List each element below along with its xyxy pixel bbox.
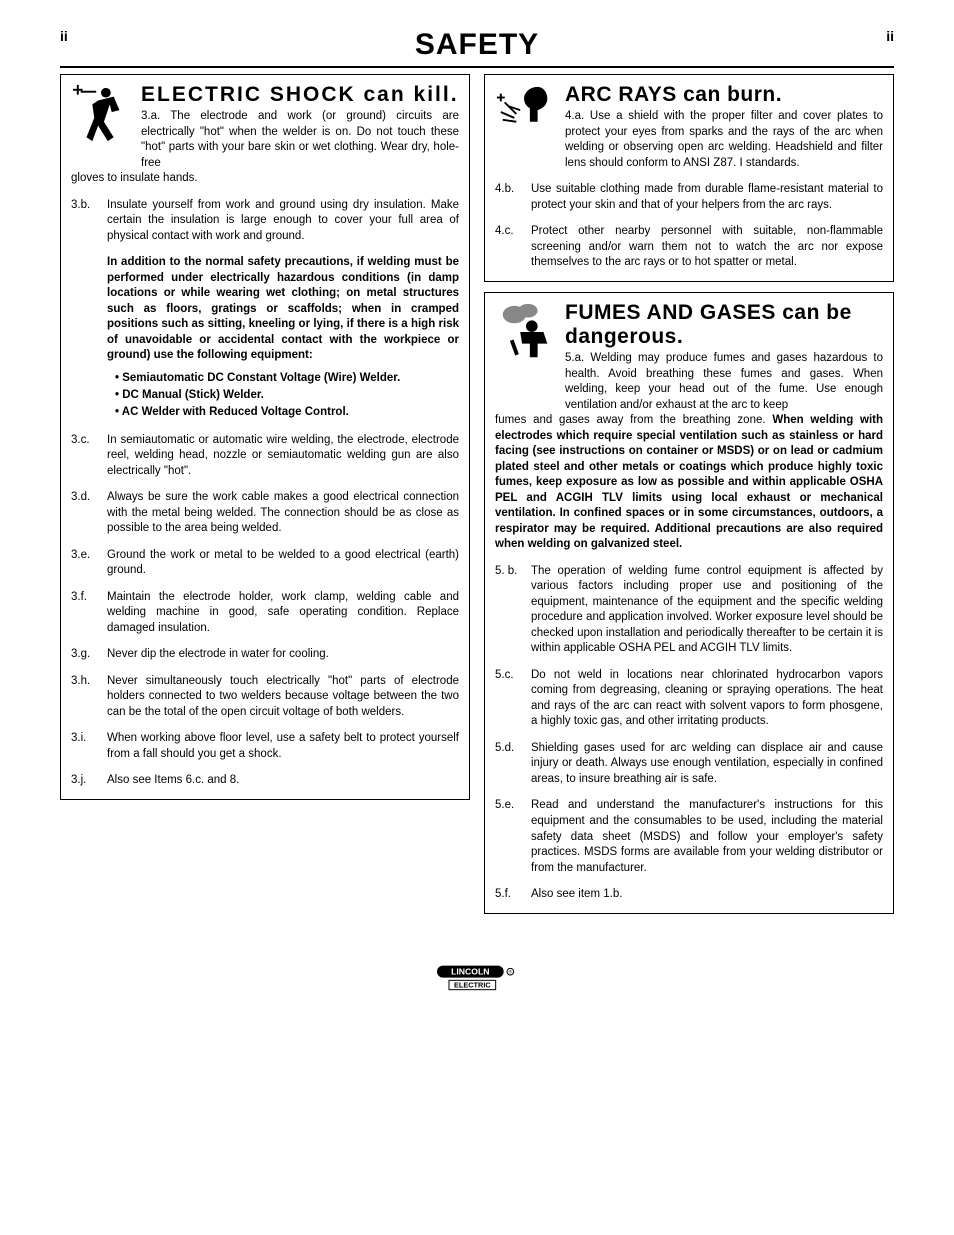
item-number: 3.e. bbox=[71, 548, 101, 579]
list-item: 5.f. Also see item 1.b. bbox=[495, 887, 883, 903]
list-item: 3.e.Ground the work or metal to be welde… bbox=[71, 548, 459, 579]
lincoln-logo: LINCOLN ® ELECTRIC bbox=[60, 964, 894, 999]
item-text: The electrode and work (or ground) circu… bbox=[141, 110, 459, 169]
list-item: 3.c.In semiautomatic or automatic wire w… bbox=[71, 433, 459, 480]
lead-paragraph: 3.a. The electrode and work (or ground) … bbox=[141, 109, 459, 171]
list-item: 5.e.Read and understand the manufacturer… bbox=[495, 798, 883, 876]
item-text: Use a shield with the proper filter and … bbox=[565, 110, 883, 169]
item-number: 3.a. bbox=[141, 110, 160, 122]
item-text: Also see item 1.b. bbox=[531, 887, 883, 903]
cont-bold: When welding with electrodes which requi… bbox=[495, 414, 883, 550]
continuation-paragraph: fumes and gases away from the breathing … bbox=[495, 413, 883, 553]
item-number: 3.i. bbox=[71, 731, 101, 762]
list-item: 3.f.Maintain the electrode holder, work … bbox=[71, 590, 459, 637]
bullet-list: • Semiautomatic DC Constant Voltage (Wir… bbox=[115, 370, 459, 422]
item-text: Maintain the electrode holder, work clam… bbox=[107, 590, 459, 637]
item-text: In addition to the normal safety precaut… bbox=[107, 255, 459, 364]
page-number-left: ii bbox=[60, 28, 68, 44]
list-item: 3.g. Never dip the electrode in water for… bbox=[71, 647, 459, 663]
item-text: Welding may produce fumes and gases haza… bbox=[565, 352, 883, 411]
section-header: FUMES AND GASES can be dangerous. 5.a. W… bbox=[495, 301, 883, 413]
bullet-item: • Semiautomatic DC Constant Voltage (Wir… bbox=[115, 370, 459, 387]
list-item: 3.b.Insulate yourself from work and grou… bbox=[71, 198, 459, 245]
item-number: 3.c. bbox=[71, 433, 101, 480]
item-text: Read and understand the manufacturer's i… bbox=[531, 798, 883, 876]
item-text: Always be sure the work cable makes a go… bbox=[107, 490, 459, 537]
item-text: Shielding gases used for arc welding can… bbox=[531, 741, 883, 788]
item-number: 3.b. bbox=[71, 198, 101, 245]
page-header: ii SAFETY ii bbox=[60, 28, 894, 68]
item-number: 4.a. bbox=[565, 110, 584, 122]
section-header: ELECTRIC SHOCK can kill. 3.a. The electr… bbox=[71, 83, 459, 171]
section-head-text: ELECTRIC SHOCK can kill. 3.a. The electr… bbox=[141, 83, 459, 171]
list-item: 3.d.Always be sure the work cable makes … bbox=[71, 490, 459, 537]
item-text: In semiautomatic or automatic wire weldi… bbox=[107, 433, 459, 480]
brand-bottom: ELECTRIC bbox=[454, 980, 491, 989]
item-text: Use suitable clothing made from durable … bbox=[531, 182, 883, 213]
section-header: ARC RAYS can burn. 4.a. Use a shield wit… bbox=[495, 83, 883, 171]
item-number: 3.h. bbox=[71, 674, 101, 721]
list-item: 4.c.Protect other nearby personnel with … bbox=[495, 224, 883, 271]
section-head-text: ARC RAYS can burn. 4.a. Use a shield wit… bbox=[565, 83, 883, 171]
item-text: Protect other nearby personnel with suit… bbox=[531, 224, 883, 271]
brand-top: LINCOLN bbox=[451, 966, 489, 976]
bullet-item: • DC Manual (Stick) Welder. bbox=[115, 387, 459, 404]
item-number: 5. b. bbox=[495, 564, 525, 657]
item-number: 4.c. bbox=[495, 224, 525, 271]
list-item: 5.c.Do not weld in locations near chlori… bbox=[495, 668, 883, 730]
list-item: 3.j. Also see Items 6.c. and 8. bbox=[71, 773, 459, 789]
item-text: Also see Items 6.c. and 8. bbox=[107, 773, 459, 789]
item-text: When working above floor level, use a sa… bbox=[107, 731, 459, 762]
shock-icon bbox=[71, 83, 133, 145]
item-number: 3.f. bbox=[71, 590, 101, 637]
fumes-gases-box: FUMES AND GASES can be dangerous. 5.a. W… bbox=[484, 292, 894, 914]
item-text: Never dip the electrode in water for coo… bbox=[107, 647, 459, 663]
page-title: SAFETY bbox=[60, 28, 894, 62]
item-number: 5.f. bbox=[495, 887, 525, 903]
item-text: Insulate yourself from work and ground u… bbox=[107, 198, 459, 245]
item-number: 5.a. bbox=[565, 352, 584, 364]
electric-shock-box: ELECTRIC SHOCK can kill. 3.a. The electr… bbox=[60, 74, 470, 800]
right-column: ARC RAYS can burn. 4.a. Use a shield wit… bbox=[484, 74, 894, 924]
left-column: ELECTRIC SHOCK can kill. 3.a. The electr… bbox=[60, 74, 470, 924]
lead-paragraph: 5.a. Welding may produce fumes and gases… bbox=[565, 351, 883, 413]
item-text: The operation of welding fume control eq… bbox=[531, 564, 883, 657]
columns: ELECTRIC SHOCK can kill. 3.a. The electr… bbox=[60, 74, 894, 924]
lead-tail: gloves to insulate hands. bbox=[71, 171, 459, 187]
item-text: Do not weld in locations near chlorinate… bbox=[531, 668, 883, 730]
item-text: Ground the work or metal to be welded to… bbox=[107, 548, 459, 579]
fumes-icon bbox=[495, 301, 557, 363]
arc-rays-icon bbox=[495, 83, 557, 145]
list-item: 4.b.Use suitable clothing made from dura… bbox=[495, 182, 883, 213]
list-item: 5. b.The operation of welding fume contr… bbox=[495, 564, 883, 657]
page-number-right: ii bbox=[886, 28, 894, 44]
item-number: 5.c. bbox=[495, 668, 525, 730]
arc-rays-box: ARC RAYS can burn. 4.a. Use a shield wit… bbox=[484, 74, 894, 282]
item-text: Never simultaneously touch electrically … bbox=[107, 674, 459, 721]
section-head-text: FUMES AND GASES can be dangerous. 5.a. W… bbox=[565, 301, 883, 413]
svg-text:®: ® bbox=[509, 968, 513, 974]
bullet-item: • AC Welder with Reduced Voltage Control… bbox=[115, 404, 459, 421]
list-item: In addition to the normal safety precaut… bbox=[71, 255, 459, 364]
list-item: 5.d.Shielding gases used for arc welding… bbox=[495, 741, 883, 788]
item-number: 3.g. bbox=[71, 647, 101, 663]
cont-plain: fumes and gases away from the breathing … bbox=[495, 414, 772, 426]
lead-paragraph: 4.a. Use a shield with the proper filter… bbox=[565, 109, 883, 171]
section-title: ARC RAYS can burn. bbox=[565, 83, 883, 107]
item-number: 4.b. bbox=[495, 182, 525, 213]
list-item: 3.i.When working above floor level, use … bbox=[71, 731, 459, 762]
item-number: 3.d. bbox=[71, 490, 101, 537]
list-item: 3.h.Never simultaneously touch electrica… bbox=[71, 674, 459, 721]
section-title: FUMES AND GASES can be dangerous. bbox=[565, 301, 883, 349]
footer: LINCOLN ® ELECTRIC bbox=[60, 964, 894, 999]
item-number: 5.e. bbox=[495, 798, 525, 876]
item-number: 3.j. bbox=[71, 773, 101, 789]
section-title: ELECTRIC SHOCK can kill. bbox=[141, 83, 459, 107]
item-number: 5.d. bbox=[495, 741, 525, 788]
item-number bbox=[71, 255, 101, 364]
